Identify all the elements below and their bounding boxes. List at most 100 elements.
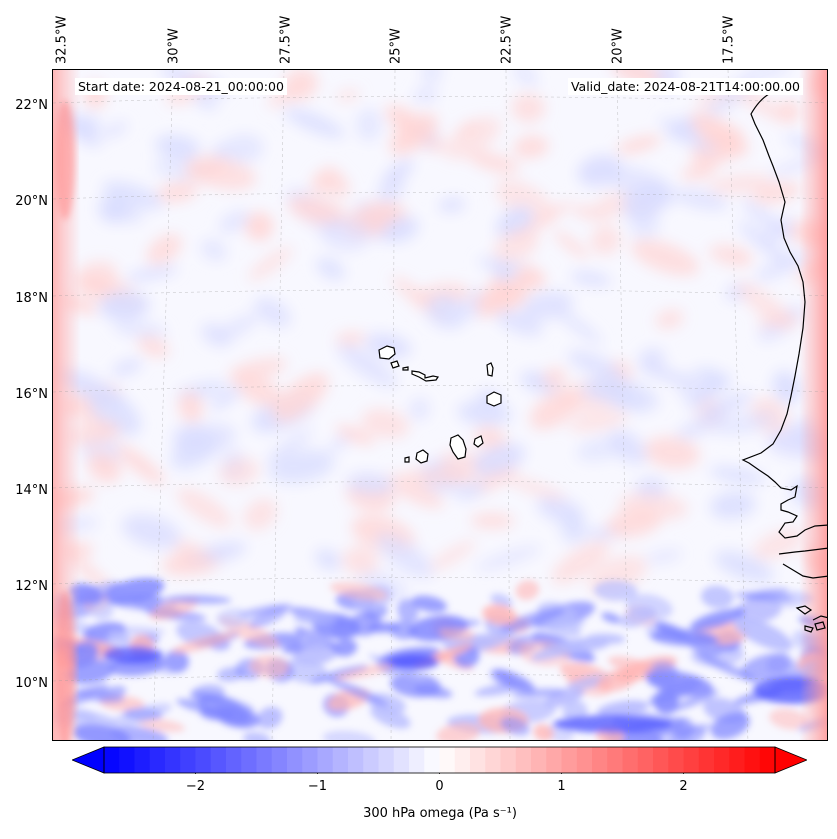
colorbar-tick-label-neg1: −1 bbox=[307, 779, 328, 794]
positive-omega-blob bbox=[327, 174, 350, 199]
colorbar-cell bbox=[759, 747, 776, 773]
positive-omega-blob bbox=[513, 135, 549, 159]
negative-omega-blob bbox=[543, 687, 585, 708]
colorbar-cell bbox=[546, 747, 563, 773]
meridian-17-5w bbox=[727, 70, 749, 740]
negative-omega-blob bbox=[710, 491, 756, 519]
positive-omega-blob bbox=[342, 546, 379, 576]
positive-omega-blob bbox=[542, 366, 567, 389]
colorbar-cell bbox=[165, 747, 181, 773]
positive-omega-blob bbox=[680, 164, 715, 181]
parallel-16n bbox=[53, 385, 827, 393]
lon-label-22-5w: 22.5°W bbox=[499, 15, 515, 64]
positive-omega-blob bbox=[174, 539, 213, 572]
negative-omega-blob bbox=[440, 619, 481, 630]
colorbar-cell bbox=[622, 747, 639, 773]
negative-omega-blob bbox=[99, 290, 150, 321]
negative-omega-blob bbox=[384, 159, 414, 183]
colorbar-cell bbox=[332, 747, 349, 773]
colorbar-cell bbox=[317, 747, 334, 773]
colorbar bbox=[72, 746, 807, 774]
positive-omega-blob bbox=[402, 468, 472, 485]
positive-omega-blob bbox=[495, 179, 554, 222]
negative-omega-blob bbox=[686, 634, 723, 657]
positive-omega-blob bbox=[361, 408, 410, 439]
colorbar-cell bbox=[653, 747, 669, 773]
colorbar-tick-label-2: 2 bbox=[679, 779, 688, 794]
parallel-14n bbox=[53, 481, 827, 489]
island-santo-antao bbox=[378, 345, 396, 360]
negative-omega-blob bbox=[365, 333, 412, 358]
negative-omega-blob bbox=[554, 308, 603, 345]
lat-label-12n: 12°N bbox=[15, 579, 48, 594]
lon-label-27-5w: 27.5°W bbox=[278, 15, 294, 64]
colorbar-cell bbox=[714, 747, 730, 773]
island-maio bbox=[473, 435, 484, 448]
cape-verde-islands bbox=[378, 345, 502, 464]
parallel-18n bbox=[53, 289, 827, 297]
negative-omega-blob bbox=[677, 131, 720, 153]
negative-omega-blob bbox=[489, 668, 516, 687]
negative-omega-blob bbox=[108, 703, 172, 728]
coastline-guinea-bissau bbox=[782, 563, 827, 579]
colorbar-cells bbox=[104, 747, 776, 773]
negative-omega-blob bbox=[714, 550, 775, 583]
colorbar-cell bbox=[592, 747, 608, 773]
negative-omega-blob bbox=[346, 472, 394, 495]
island-boa-vista bbox=[486, 391, 502, 407]
positive-omega-blob bbox=[655, 309, 684, 330]
negative-omega-blob bbox=[696, 653, 759, 683]
positive-omega-blob bbox=[436, 722, 481, 740]
island-santiago bbox=[449, 434, 467, 460]
colorbar-tick-label-0: 0 bbox=[435, 779, 444, 794]
negative-omega-blob bbox=[336, 342, 398, 388]
positive-omega-blob bbox=[156, 181, 198, 203]
positive-omega-blob bbox=[137, 335, 169, 358]
negative-omega-blob bbox=[738, 221, 795, 268]
negative-omega-blob bbox=[645, 661, 678, 688]
negative-omega-blob bbox=[210, 386, 242, 411]
positive-omega-blob bbox=[335, 331, 366, 346]
colorbar-cell bbox=[515, 747, 532, 773]
positive-omega-blob bbox=[690, 112, 748, 157]
negative-omega-blob bbox=[645, 549, 683, 564]
negative-omega-blob bbox=[164, 649, 189, 673]
positive-omega-blob bbox=[228, 357, 287, 381]
omega-noise-layer bbox=[53, 70, 827, 603]
colorbar-cell bbox=[119, 747, 136, 773]
omega-field-svg bbox=[53, 70, 827, 740]
negative-omega-blob bbox=[649, 724, 713, 738]
positive-omega-blob bbox=[515, 580, 540, 601]
graticule bbox=[53, 70, 827, 740]
negative-omega-blob bbox=[108, 629, 131, 645]
positive-omega-blob bbox=[329, 581, 388, 601]
negative-omega-blob bbox=[740, 653, 793, 681]
negative-omega-blob bbox=[112, 321, 168, 338]
lon-label-25w: 25°W bbox=[388, 28, 404, 64]
positive-omega-blob bbox=[753, 527, 805, 560]
positive-omega-blob bbox=[248, 246, 293, 282]
lat-label-18n: 18°N bbox=[15, 291, 48, 306]
negative-omega-blob bbox=[266, 428, 313, 463]
positive-omega-blob bbox=[511, 93, 546, 123]
positive-omega-blob bbox=[116, 444, 165, 485]
positive-omega-blob bbox=[567, 410, 629, 433]
left-edge-peak-upper bbox=[55, 100, 75, 220]
negative-omega-blob bbox=[322, 730, 376, 740]
colorbar-cell bbox=[561, 747, 578, 773]
negative-omega-blob bbox=[333, 639, 358, 657]
colorbar-cell bbox=[210, 747, 227, 773]
lat-label-16n: 16°N bbox=[15, 387, 48, 402]
negative-omega-blob bbox=[490, 593, 513, 608]
negative-omega-blob bbox=[734, 591, 793, 602]
negative-omega-blob bbox=[472, 443, 525, 476]
lat-label-10n: 10°N bbox=[15, 676, 48, 691]
positive-omega-blob bbox=[428, 540, 476, 572]
negative-omega-blob bbox=[710, 712, 750, 740]
lat-label-14n: 14°N bbox=[15, 483, 48, 498]
positive-omega-blob bbox=[590, 225, 621, 256]
positive-omega-blob bbox=[708, 173, 774, 195]
negative-omega-blob bbox=[102, 181, 164, 210]
positive-omega-blob bbox=[501, 474, 567, 501]
positive-omega-blob bbox=[389, 113, 438, 155]
